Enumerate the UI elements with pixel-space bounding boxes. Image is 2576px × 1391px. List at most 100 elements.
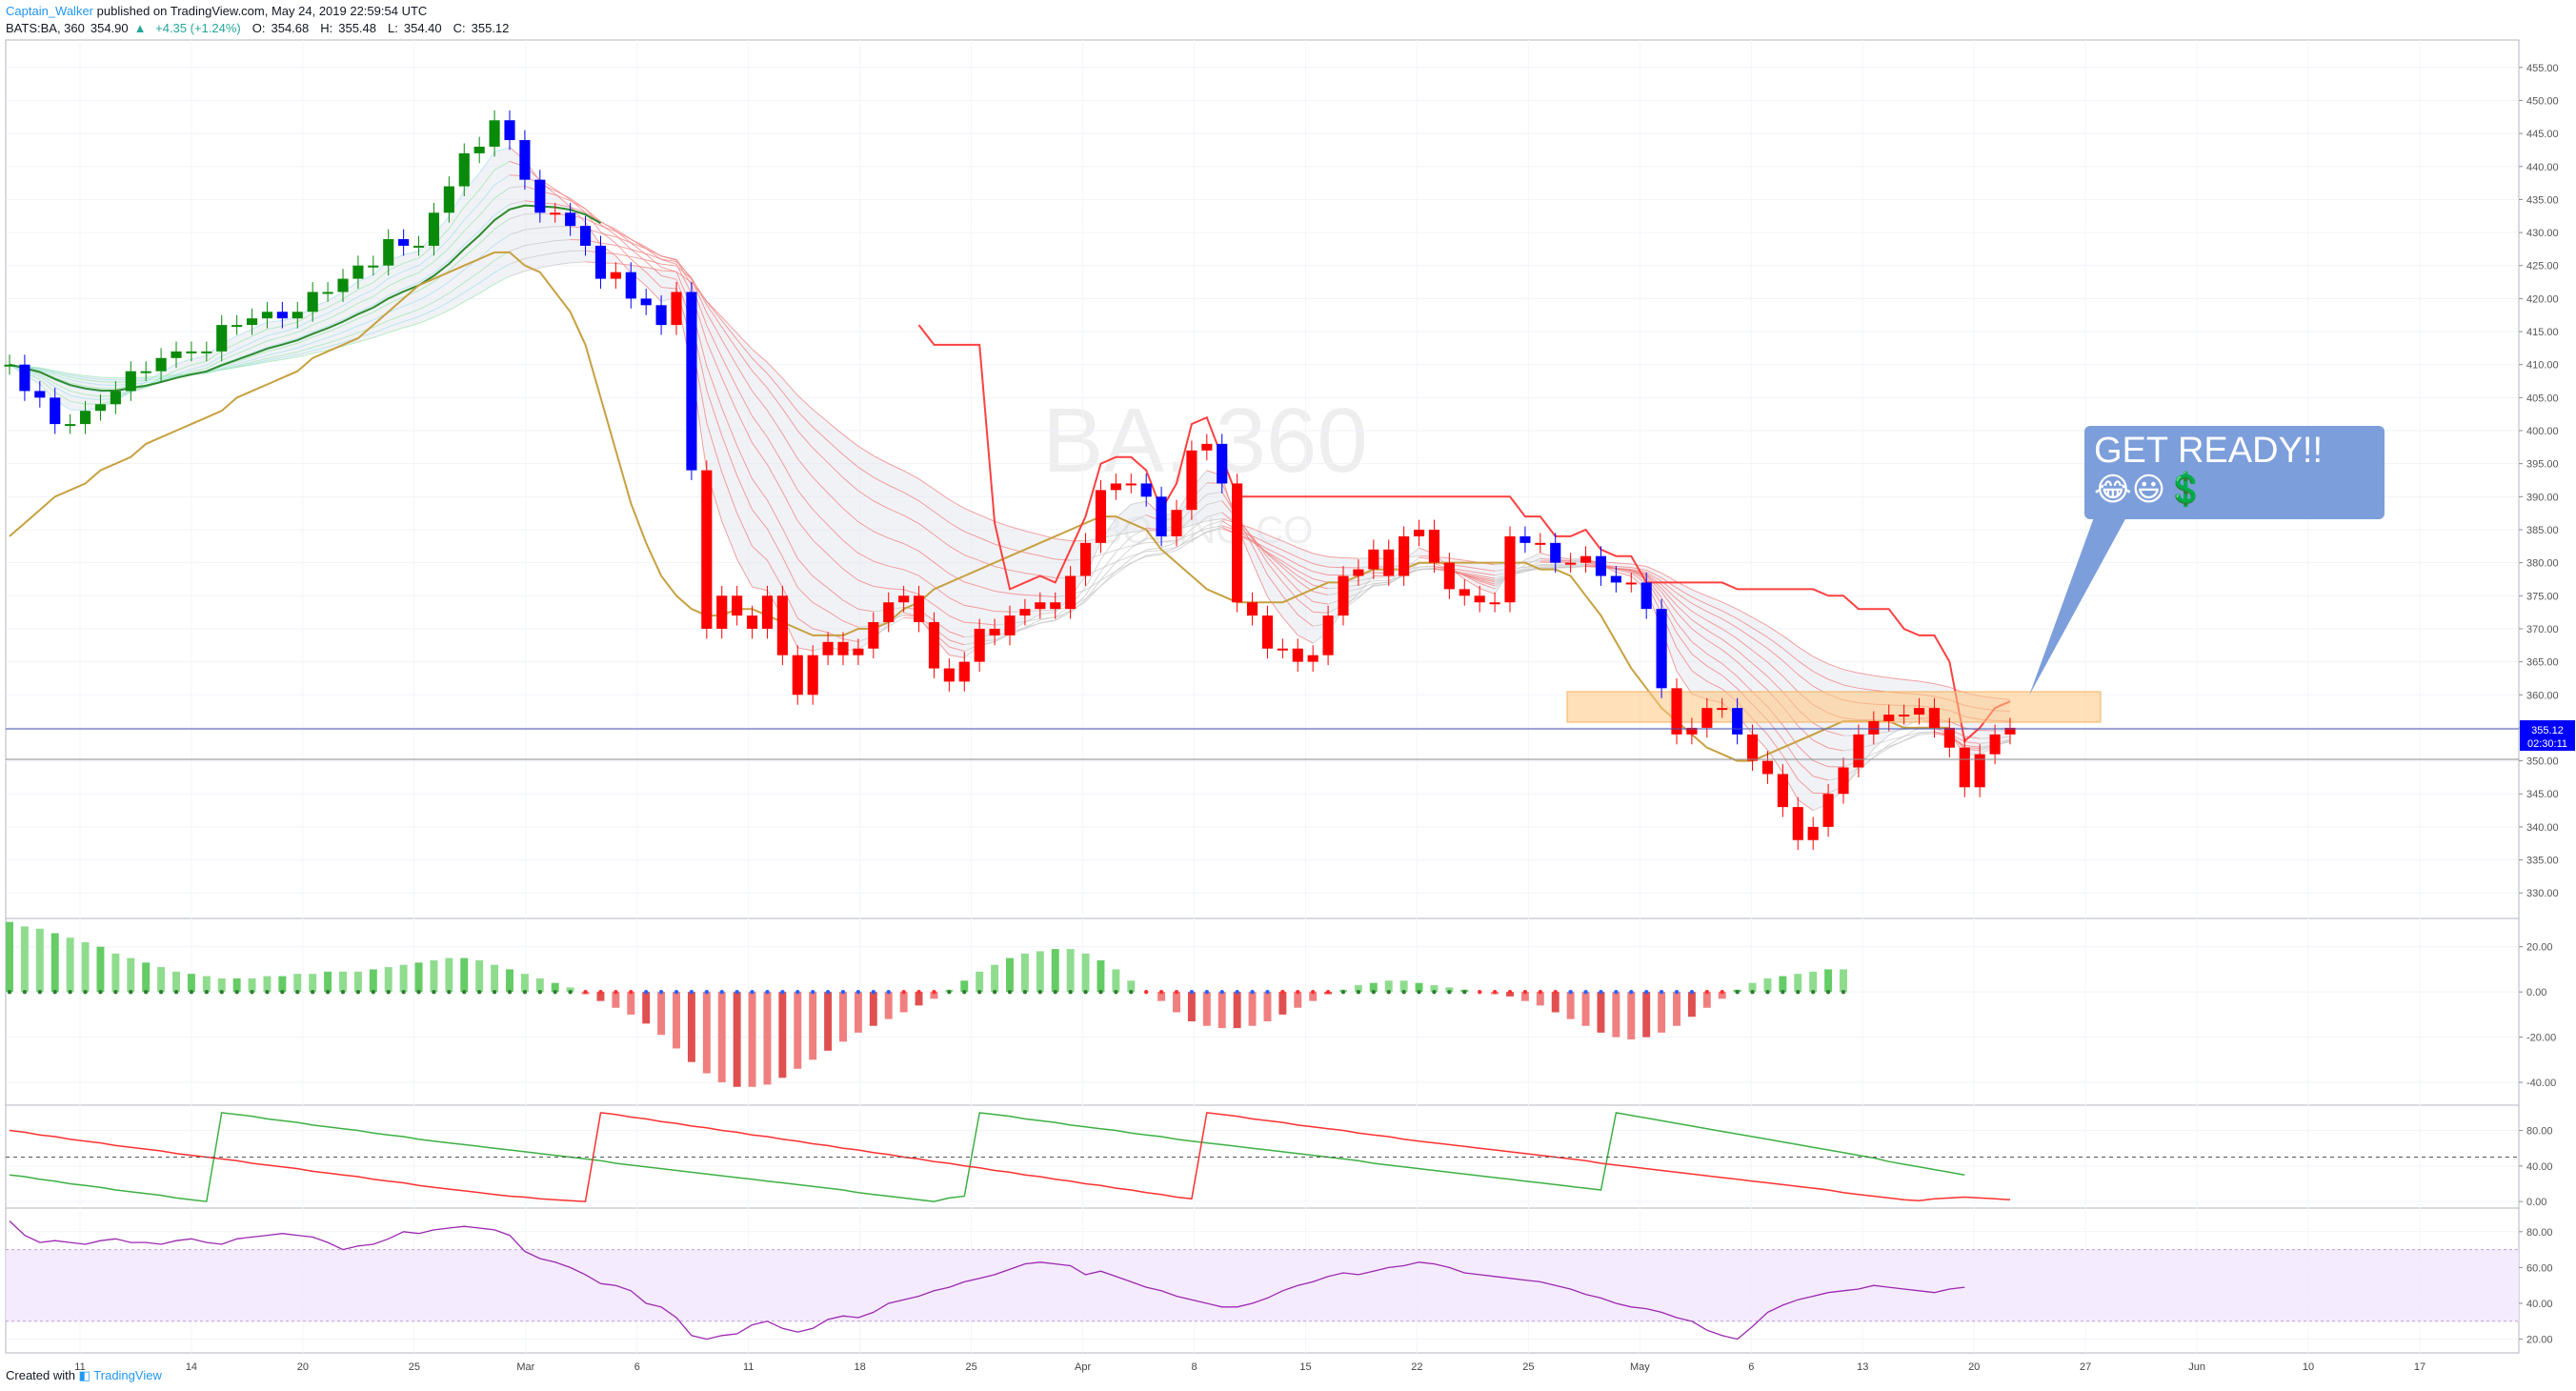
ribbon-line-segment — [1267, 553, 1283, 568]
ribbon-line-segment — [433, 310, 450, 318]
momentum-dot — [916, 989, 921, 995]
ribbon-line-segment — [842, 433, 859, 447]
time-axis-label: 8 — [1191, 1361, 1197, 1373]
ribbon-line-segment — [236, 347, 252, 354]
ribbon-line-segment — [175, 364, 192, 372]
candle-body — [716, 595, 728, 629]
momentum-dot — [1235, 989, 1239, 995]
ribbon-line-segment — [1797, 660, 1814, 673]
callout-emoji: 😂😃💲 — [2094, 472, 2206, 508]
candle-body — [625, 272, 636, 299]
ribbon-line-segment — [1282, 573, 1298, 591]
rsi-axis-tick-label: 20.00 — [2526, 1335, 2553, 1346]
ribbon-line-segment — [1146, 553, 1162, 556]
candle-body — [686, 292, 697, 471]
ribbon-line-segment — [297, 312, 313, 323]
ribbon-line-segment — [1813, 776, 1829, 781]
momentum-bar — [353, 971, 362, 993]
momentum-dot — [537, 989, 543, 995]
ribbon-line-segment — [964, 581, 980, 588]
candle-body — [125, 371, 136, 392]
ribbon-line-segment — [493, 263, 511, 273]
candle-body — [837, 641, 849, 655]
ribbon-line-segment — [736, 339, 753, 359]
ribbon-line-segment — [1645, 566, 1662, 574]
ribbon-line-segment — [297, 318, 313, 329]
footer-created: Created with — [6, 1368, 75, 1382]
ribbon-line-segment — [752, 509, 768, 530]
momentum-bar — [1354, 985, 1362, 993]
ribbon-line-segment — [796, 587, 814, 603]
time-axis-label: 6 — [634, 1361, 640, 1373]
ribbon-line-segment — [706, 304, 723, 328]
ribbon-line-segment — [54, 374, 70, 381]
candle-body — [246, 318, 258, 326]
candle-body — [1474, 595, 1485, 603]
candle-body — [1171, 510, 1182, 536]
ribbon-line-segment — [994, 520, 1011, 528]
momentum-bar — [50, 933, 59, 993]
price-tag-timer: 02:30:11 — [2527, 738, 2567, 750]
candle-body — [1110, 483, 1121, 491]
ribbon-line-segment — [418, 301, 434, 311]
momentum-dot — [1689, 989, 1695, 995]
candle-body — [1277, 648, 1288, 651]
candle-body — [1489, 602, 1500, 605]
momentum-bar — [142, 962, 151, 993]
momentum-bar — [535, 978, 544, 993]
ribbon-line-segment — [873, 500, 889, 510]
ribbon-line-segment — [1206, 491, 1222, 495]
ribbon-line-segment — [70, 374, 86, 378]
momentum-bar — [899, 992, 908, 1013]
candle-body — [171, 351, 182, 358]
ribbon-line-segment — [1616, 569, 1632, 575]
ribbon-line-segment — [554, 251, 571, 253]
candle-body — [610, 272, 621, 279]
ribbon-line-segment — [1691, 611, 1708, 621]
momentum-axis-tick-label: -40.00 — [2526, 1078, 2556, 1089]
momentum-dot — [1386, 989, 1391, 995]
ribbon-line-segment — [191, 367, 207, 373]
ribbon-line-segment — [1752, 675, 1768, 691]
ribbon-line-segment — [842, 620, 859, 628]
footer-brand-link[interactable]: TradingView — [93, 1368, 162, 1382]
candle-body — [671, 292, 682, 326]
ribbon-line-segment — [70, 390, 86, 395]
ribbon-line-segment — [1721, 628, 1738, 639]
ribbon-line-segment — [1676, 647, 1693, 672]
ribbon-line-segment — [1660, 572, 1678, 582]
candle-body — [1746, 734, 1759, 761]
momentum-dot — [629, 989, 634, 995]
candle-body — [1035, 602, 1046, 610]
ribbon-line-segment — [478, 259, 495, 272]
ribbon-line-segment — [842, 454, 859, 468]
ribbon-line-segment — [1706, 630, 1722, 640]
ribbon-line-segment — [539, 264, 555, 269]
ribbon-line-segment — [1085, 579, 1101, 591]
ribbon-line-segment — [978, 514, 996, 522]
ribbon-line-segment — [767, 362, 783, 379]
ribbon-line-segment — [949, 639, 965, 646]
momentum-bar — [1066, 949, 1075, 993]
momentum-bar — [1445, 987, 1454, 993]
momentum-dot — [1735, 989, 1740, 995]
momentum-dot — [1522, 989, 1528, 995]
ribbon-line-segment — [493, 218, 511, 231]
author-link[interactable]: Captain_Walker — [6, 4, 94, 18]
ribbon-line-segment — [1964, 744, 1981, 748]
ribbon-line-segment — [1252, 539, 1268, 550]
ribbon-line-segment — [1206, 526, 1222, 533]
ribbon-line-segment — [85, 374, 101, 378]
ribbon-line-segment — [1691, 602, 1708, 613]
momentum-dot — [1098, 989, 1103, 995]
ribbon-line-segment — [388, 288, 404, 296]
ribbon-line-segment — [448, 206, 465, 230]
momentum-bar — [778, 992, 787, 1079]
ribbon-line-segment — [539, 240, 555, 244]
momentum-dot — [658, 989, 664, 995]
ribbon-line-segment — [1737, 627, 1753, 639]
get-ready-callout[interactable]: GET READY!! 😂😃💲 — [2084, 426, 2385, 519]
symbol-label: BATS:BA, 360 — [6, 21, 85, 35]
momentum-bar — [763, 992, 772, 1085]
